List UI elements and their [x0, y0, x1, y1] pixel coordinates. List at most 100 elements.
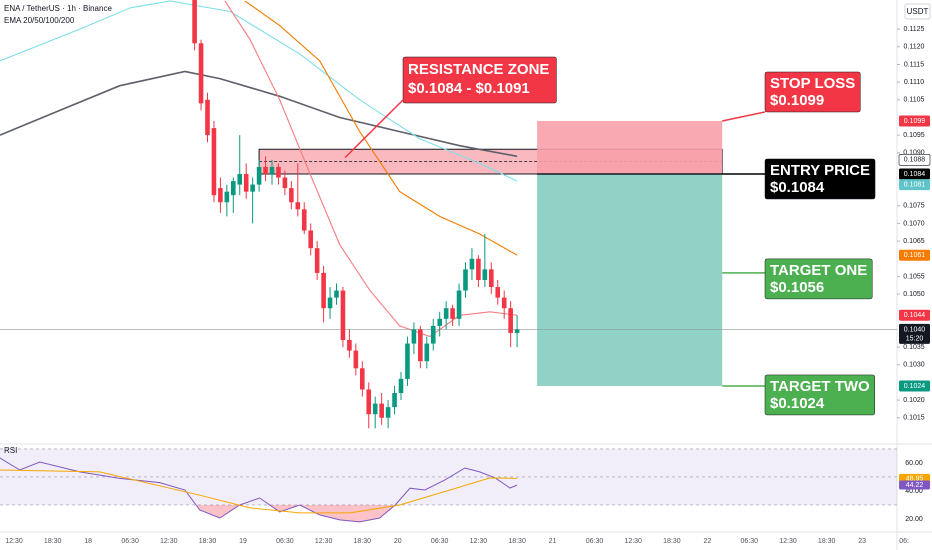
x-tick-label: 21	[549, 538, 557, 545]
y-tick-label: 0.1035	[903, 344, 925, 351]
candle-body	[379, 403, 384, 418]
current-price-label: 0.1040	[904, 326, 926, 333]
price-badge	[899, 380, 930, 392]
callout-title: RESISTANCE ZONE	[408, 61, 549, 78]
candle-body	[411, 329, 417, 344]
y-tick-label: 0.1070	[903, 220, 925, 227]
price-badge	[899, 249, 930, 261]
indicator-line	[0, 469, 518, 514]
candle-body	[366, 389, 372, 415]
candle-body	[418, 329, 423, 362]
x-tick-label: 18:30	[508, 538, 526, 545]
candle-body	[405, 343, 410, 379]
target-zone	[537, 173, 723, 386]
y-tick-label: 0.1020	[903, 397, 925, 404]
indicator-line	[244, 0, 518, 256]
countdown-label: 15:20	[906, 335, 924, 342]
x-tick-label: 06:30	[431, 538, 449, 545]
callout-text: $0.1084 - $0.1091	[408, 80, 530, 97]
callout-box	[402, 56, 557, 104]
currency[interactable]: USDT	[907, 7, 929, 16]
callout-box	[764, 71, 861, 113]
current-price-badge	[899, 323, 930, 344]
candle-body	[263, 166, 268, 174]
x-tick-label: 18:30	[663, 538, 681, 545]
candle-body	[476, 258, 481, 280]
oversold-fill	[196, 504, 396, 522]
indicator-line	[0, 457, 518, 523]
price-badge	[899, 168, 930, 180]
candle-body	[424, 343, 430, 362]
stop-loss-zone	[537, 120, 723, 174]
y-tick-label: 0.1015	[903, 415, 925, 422]
x-tick-label: 12:30	[624, 538, 642, 545]
price-badge	[899, 115, 930, 127]
callout-text: $0.1056	[770, 279, 824, 296]
callout-title: TARGET TWO	[770, 378, 870, 395]
candle-body	[321, 272, 326, 309]
candle-body	[237, 173, 243, 185]
y-tick-label: 0.1075	[903, 203, 925, 210]
candle-body	[495, 287, 501, 298]
candle-body	[301, 209, 307, 231]
x-tick-label: 12:30	[315, 538, 333, 545]
price-badge-label: 0.1099	[904, 118, 926, 125]
candle-body	[359, 368, 365, 390]
trade-callout: ENTRY PRICE$0.1084	[764, 158, 876, 200]
x-tick-label: 19	[239, 538, 247, 545]
candle-body	[314, 248, 320, 273]
candle-body	[372, 403, 378, 415]
x-tick-label: 18:30	[44, 538, 62, 545]
candle-body	[289, 188, 294, 203]
price-badge-label: 0.1081	[904, 181, 926, 188]
y-tick-label: 40.00	[905, 488, 923, 495]
candle-body	[450, 308, 455, 319]
indicator-line	[224, 0, 518, 338]
candle-body	[230, 181, 236, 196]
currency-box[interactable]	[904, 3, 931, 20]
candle-body	[514, 329, 520, 333]
callout-text: $0.1084	[770, 179, 825, 196]
callout-box	[764, 374, 875, 416]
y-tick-label: 0.1105	[904, 97, 925, 104]
y-tick-label: 0.1120	[904, 44, 925, 51]
callout-connector	[344, 99, 404, 159]
candle-body	[334, 290, 339, 298]
callout-title: TARGET ONE	[770, 262, 867, 279]
callout-text: $0.1099	[770, 92, 824, 109]
candle-body	[327, 297, 333, 309]
candle-body	[269, 166, 275, 174]
rsi-badge-label: 44.22	[906, 482, 924, 489]
indicator-line	[0, 0, 518, 182]
x-tick-label: 06:30	[121, 538, 139, 545]
price-badge	[899, 179, 930, 191]
candle-body	[469, 258, 475, 270]
candle-body	[501, 297, 507, 309]
candle-body	[192, 0, 197, 44]
y-tick-label: 0.1055	[903, 273, 925, 280]
candle-body	[463, 269, 468, 291]
candle-body	[198, 43, 204, 104]
candle-body	[295, 202, 301, 210]
main-pane	[0, 0, 897, 429]
candle-body	[353, 350, 359, 369]
rsi-pane	[0, 448, 897, 523]
x-tick-label: 18:30	[818, 538, 836, 545]
trade-callout: TARGET ONE$0.1056	[764, 258, 873, 300]
y-tick-label: 0.1050	[903, 291, 925, 298]
candle-body	[282, 177, 288, 189]
x-tick-label: 22	[703, 538, 711, 545]
callout-text: $0.1024	[770, 395, 825, 412]
candle-body	[437, 318, 442, 326]
rsi-badge-label: 48.95	[906, 475, 924, 482]
indicator-title: EMA 20/50/100/200	[4, 16, 75, 25]
rsi-badge	[899, 480, 930, 490]
price-badge	[899, 309, 930, 321]
y-tick-label: 0.1030	[903, 362, 925, 369]
candle-body	[508, 308, 513, 333]
x-tick-label: 18:30	[199, 538, 217, 545]
candle-body	[347, 340, 352, 351]
y-tick-label: 0.1090	[903, 150, 925, 157]
candle-body	[443, 308, 449, 319]
x-tick-label: 12:30	[470, 538, 488, 545]
